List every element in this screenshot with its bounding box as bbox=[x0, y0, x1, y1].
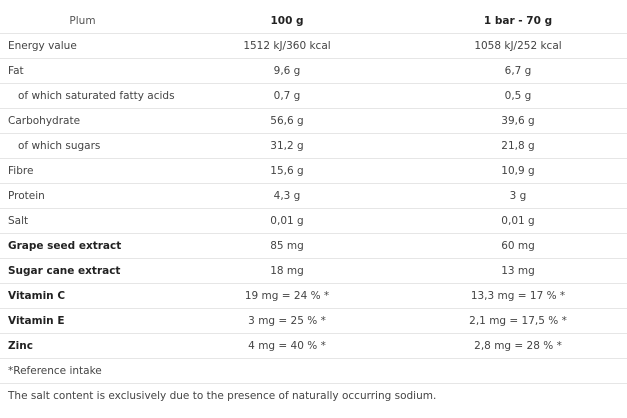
value-per-100g: 9,6 g bbox=[165, 58, 409, 84]
note-row: *Reference intake bbox=[0, 358, 627, 384]
nutrient-label: Energy value bbox=[0, 33, 165, 59]
value-per-bar: 1058 kJ/252 kcal bbox=[409, 33, 627, 59]
value-per-100g: 19 mg = 24 % * bbox=[165, 283, 409, 309]
table-row: Grape seed extract 85 mg 60 mg bbox=[0, 233, 627, 259]
value-per-bar: 13 mg bbox=[409, 258, 627, 284]
value-per-100g: 31,2 g bbox=[165, 133, 409, 159]
nutrient-label: Fat bbox=[0, 58, 165, 84]
nutrient-label: of which sugars bbox=[0, 133, 165, 159]
value-per-bar: 3 g bbox=[409, 183, 627, 209]
footnote: *Reference intake bbox=[0, 358, 627, 384]
value-per-100g: 4,3 g bbox=[165, 183, 409, 209]
nutrient-label: Sugar cane extract bbox=[0, 258, 165, 284]
value-per-bar: 10,9 g bbox=[409, 158, 627, 184]
table-row: Protein 4,3 g 3 g bbox=[0, 183, 627, 209]
value-per-bar: 39,6 g bbox=[409, 108, 627, 134]
value-per-bar: 0,01 g bbox=[409, 208, 627, 234]
value-per-bar: 0,5 g bbox=[409, 83, 627, 109]
nutrient-label: Salt bbox=[0, 208, 165, 234]
nutrient-label: Grape seed extract bbox=[0, 233, 165, 259]
nutrient-label: Vitamin C bbox=[0, 283, 165, 309]
footnote: The salt content is exclusively due to t… bbox=[8, 390, 437, 402]
note-row: The salt content is exclusively due to t… bbox=[0, 384, 627, 409]
table-row: Fibre 15,6 g 10,9 g bbox=[0, 158, 627, 184]
table-row: of which sugars 31,2 g 21,8 g bbox=[0, 133, 627, 159]
value-per-100g: 15,6 g bbox=[165, 158, 409, 184]
value-per-bar: 13,3 mg = 17 % * bbox=[409, 283, 627, 309]
nutrition-table: Plum 100 g 1 bar - 70 g Energy value 151… bbox=[0, 9, 627, 408]
value-per-bar: 2,1 mg = 17,5 % * bbox=[409, 308, 627, 334]
value-per-100g: 0,7 g bbox=[165, 83, 409, 109]
table-row: Sugar cane extract 18 mg 13 mg bbox=[0, 258, 627, 284]
nutrient-label: Zinc bbox=[0, 333, 165, 359]
nutrient-label: Carbohydrate bbox=[0, 108, 165, 134]
table-row: Vitamin E 3 mg = 25 % * 2,1 mg = 17,5 % … bbox=[0, 308, 627, 334]
value-per-100g: 56,6 g bbox=[165, 108, 409, 134]
table-row: Vitamin C 19 mg = 24 % * 13,3 mg = 17 % … bbox=[0, 283, 627, 309]
table-row: Salt 0,01 g 0,01 g bbox=[0, 208, 627, 234]
table-row: Zinc 4 mg = 40 % * 2,8 mg = 28 % * bbox=[0, 333, 627, 359]
header-per-100g: 100 g bbox=[165, 9, 409, 34]
value-per-bar: 2,8 mg = 28 % * bbox=[409, 333, 627, 359]
table-row: of which saturated fatty acids 0,7 g 0,5… bbox=[0, 83, 627, 109]
nutrient-label: of which saturated fatty acids bbox=[0, 83, 175, 109]
header-per-bar: 1 bar - 70 g bbox=[409, 9, 627, 34]
value-per-bar: 6,7 g bbox=[409, 58, 627, 84]
nutrient-label: Vitamin E bbox=[0, 308, 165, 334]
value-per-100g: 0,01 g bbox=[165, 208, 409, 234]
nutrient-label: Protein bbox=[0, 183, 165, 209]
value-per-100g: 18 mg bbox=[165, 258, 409, 284]
table-row: Fat 9,6 g 6,7 g bbox=[0, 58, 627, 84]
value-per-bar: 60 mg bbox=[409, 233, 627, 259]
value-per-100g: 1512 kJ/360 kcal bbox=[165, 33, 409, 59]
table-row: Carbohydrate 56,6 g 39,6 g bbox=[0, 108, 627, 134]
nutrient-label: Fibre bbox=[0, 158, 165, 184]
table-row: Energy value 1512 kJ/360 kcal 1058 kJ/25… bbox=[0, 33, 627, 59]
table-header-row: Plum 100 g 1 bar - 70 g bbox=[0, 9, 627, 34]
value-per-100g: 4 mg = 40 % * bbox=[165, 333, 409, 359]
value-per-bar: 21,8 g bbox=[409, 133, 627, 159]
value-per-100g: 85 mg bbox=[165, 233, 409, 259]
header-flavor: Plum bbox=[0, 9, 165, 34]
value-per-100g: 3 mg = 25 % * bbox=[165, 308, 409, 334]
